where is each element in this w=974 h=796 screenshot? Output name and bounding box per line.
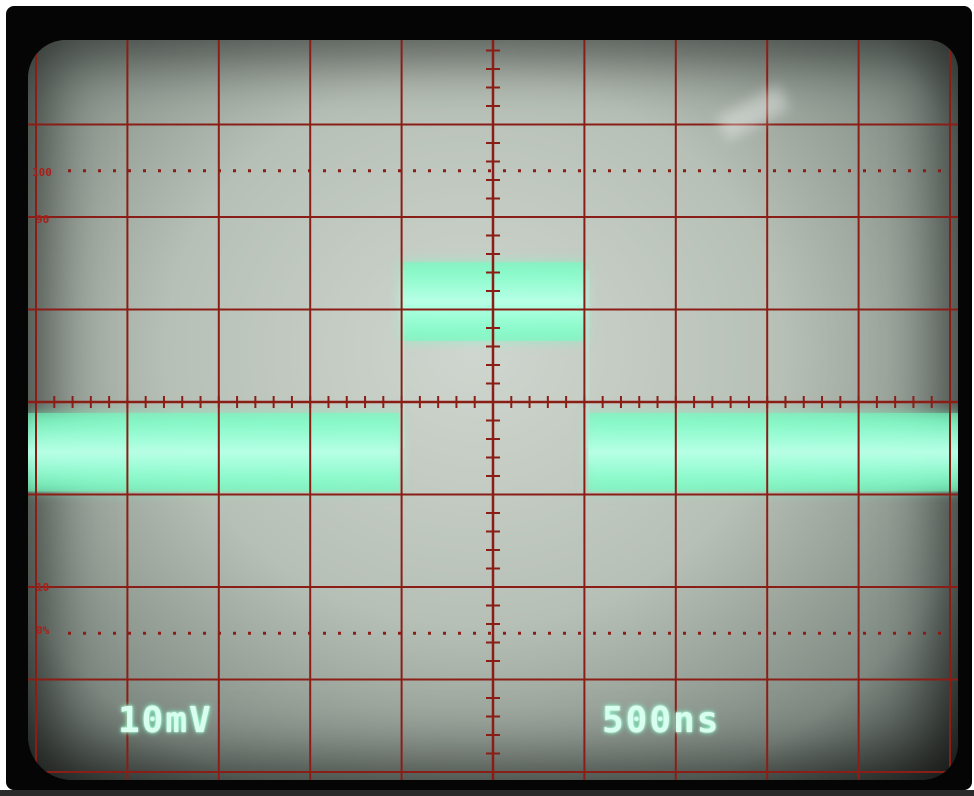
scale-label-10: 10 [36,581,50,594]
trace-falling-edge [584,270,590,449]
trace-low-right [588,412,958,492]
scale-label-0: 0% [36,624,50,637]
time-per-div-readout: 500ns [602,700,721,741]
volts-per-div-readout: 10mV [118,700,213,741]
scale-label-100: 100 [32,166,52,179]
scale-label-90: 90 [36,213,50,226]
crt-screen: 100 90 10 0% 10mV 500ns [28,40,958,780]
trace-low-left [28,412,400,492]
graticule [28,40,958,780]
bottom-edge [0,790,974,796]
